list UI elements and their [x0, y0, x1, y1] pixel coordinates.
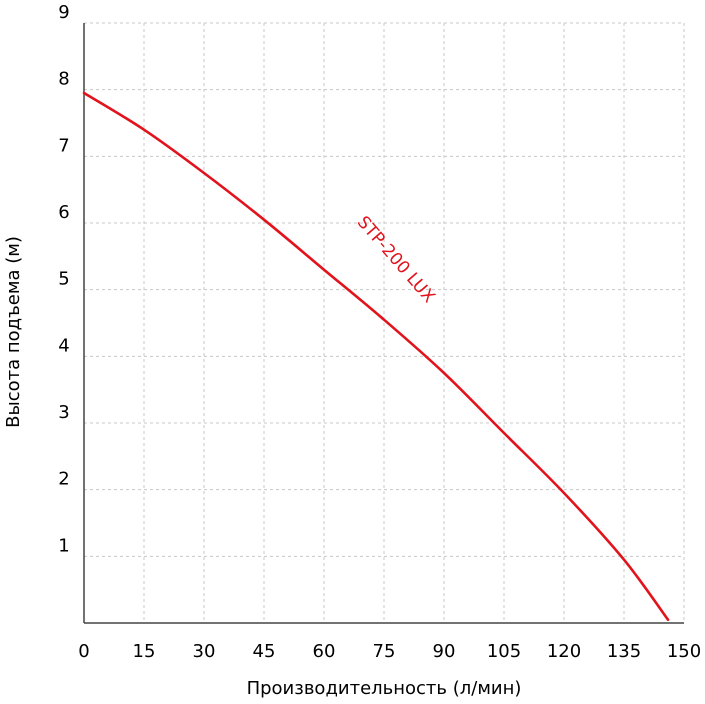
x-tick-label: 150 — [667, 641, 701, 662]
series-line — [82, 91, 670, 621]
axes — [83, 23, 684, 624]
series-label: STP-200 LUX — [353, 212, 439, 307]
y-tick-label: 1 — [58, 535, 69, 556]
x-tick-label: 0 — [78, 641, 89, 662]
x-tick-label: 45 — [253, 641, 276, 662]
x-tick-label: 90 — [433, 641, 456, 662]
grid — [84, 22, 685, 623]
y-tick-label: 2 — [58, 469, 69, 490]
x-tick-label: 75 — [373, 641, 396, 662]
x-tick-label: 60 — [313, 641, 336, 662]
y-tick-label: 5 — [58, 269, 69, 290]
y-tick-label: 9 — [58, 2, 69, 23]
series: STP-200 LUX — [82, 91, 670, 621]
y-tick-label: 6 — [58, 202, 69, 223]
x-tick-label: 30 — [193, 641, 216, 662]
x-tick-label: 135 — [607, 641, 641, 662]
y-tick-label: 8 — [58, 69, 69, 90]
x-tick-label: 15 — [133, 641, 156, 662]
x-tick-label: 120 — [547, 641, 581, 662]
y-tick-label: 3 — [58, 402, 69, 423]
y-tick-label: 7 — [58, 135, 69, 156]
y-axis-title: Высота подъема (м) — [3, 236, 24, 428]
y-tick-label: 4 — [58, 335, 69, 356]
x-axis-title: Производительность (л/мин) — [247, 678, 522, 699]
x-tick-label: 105 — [487, 641, 521, 662]
